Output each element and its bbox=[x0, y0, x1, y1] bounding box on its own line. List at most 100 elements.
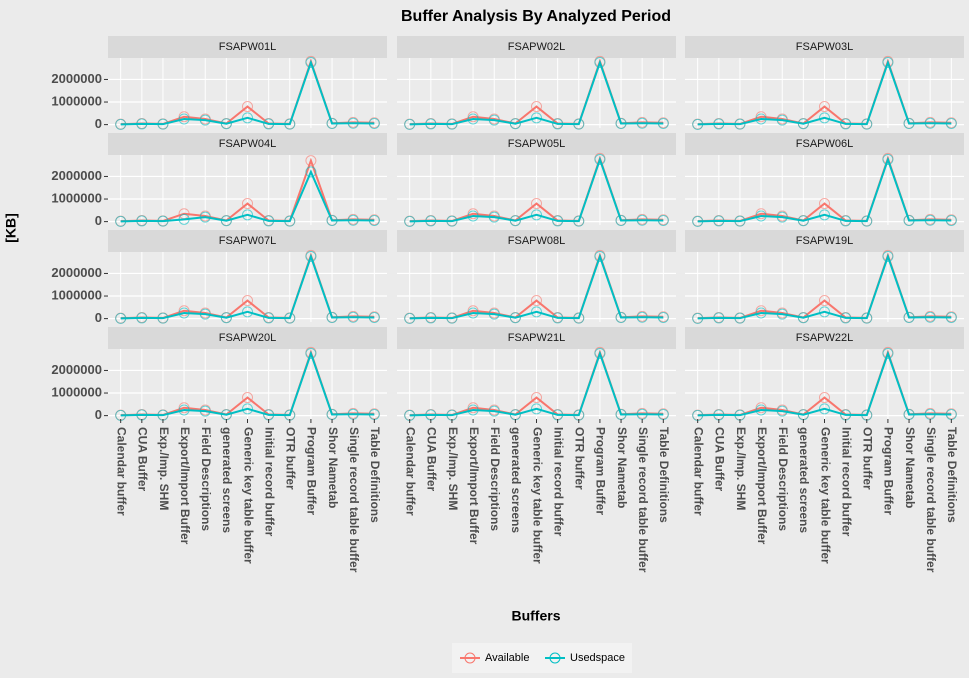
x-tick-label: Initial record buffer bbox=[839, 427, 853, 537]
series-line bbox=[697, 156, 952, 223]
point bbox=[199, 308, 211, 320]
point bbox=[713, 312, 725, 324]
point bbox=[199, 405, 211, 417]
x-tick-label: Export/Import Buffer bbox=[178, 427, 192, 545]
point bbox=[797, 312, 809, 324]
point bbox=[220, 215, 232, 227]
strip bbox=[685, 327, 964, 349]
point bbox=[755, 307, 767, 319]
facet-title: FSAPW08L bbox=[508, 235, 565, 247]
x-tick-label: Shor Nametab bbox=[326, 427, 340, 508]
x-tick-label: Field Descriptions bbox=[776, 427, 790, 531]
point bbox=[924, 117, 936, 129]
point bbox=[861, 215, 873, 227]
point bbox=[284, 312, 296, 324]
point bbox=[573, 312, 585, 324]
point bbox=[242, 306, 253, 318]
x-tick-label: Calendar buffer bbox=[115, 427, 129, 516]
y-tick-label: 1000000 bbox=[51, 93, 102, 108]
point bbox=[713, 118, 725, 130]
point bbox=[776, 405, 788, 417]
point bbox=[347, 311, 359, 323]
point bbox=[242, 101, 253, 113]
point bbox=[199, 114, 211, 126]
point bbox=[945, 311, 957, 323]
point bbox=[467, 210, 479, 222]
point bbox=[594, 348, 606, 360]
x-tick-label: CUA Buffer bbox=[713, 427, 727, 492]
point bbox=[776, 308, 788, 320]
y-tick-label: 2000000 bbox=[51, 265, 102, 280]
point bbox=[882, 57, 894, 69]
point bbox=[819, 306, 830, 318]
point bbox=[305, 57, 317, 69]
point bbox=[903, 117, 915, 129]
point bbox=[326, 311, 338, 323]
point bbox=[284, 215, 296, 227]
point bbox=[157, 312, 169, 324]
point bbox=[136, 312, 148, 324]
point bbox=[657, 117, 669, 129]
point bbox=[636, 117, 648, 129]
point bbox=[488, 308, 500, 320]
point bbox=[136, 215, 148, 227]
point bbox=[404, 312, 416, 324]
series-line bbox=[697, 253, 952, 320]
x-tick-label: Calendar buffer bbox=[692, 427, 706, 516]
series-line bbox=[409, 59, 664, 126]
point bbox=[305, 251, 317, 263]
y-tick-label: 2000000 bbox=[51, 71, 102, 86]
facet-title: FSAPW05L bbox=[508, 138, 565, 150]
point bbox=[861, 312, 873, 324]
point bbox=[594, 154, 606, 166]
facet-title: FSAPW02L bbox=[508, 41, 565, 53]
point bbox=[692, 118, 704, 130]
x-tick-label: Program Buffer bbox=[882, 427, 896, 515]
facet-title: FSAPW20L bbox=[219, 332, 276, 344]
point bbox=[594, 57, 606, 69]
x-tick-label: Calendar buffer bbox=[404, 427, 418, 516]
point bbox=[157, 118, 169, 130]
point bbox=[573, 215, 585, 227]
point bbox=[776, 211, 788, 223]
chart-title: Buffer Analysis By Analyzed Period bbox=[401, 8, 671, 25]
series-line bbox=[120, 253, 375, 320]
point bbox=[347, 214, 359, 226]
x-tick-label: Exp./Imp. SHM bbox=[157, 427, 171, 510]
point bbox=[178, 307, 190, 319]
y-tick-label: 0 bbox=[95, 116, 102, 131]
point bbox=[819, 392, 830, 404]
point bbox=[242, 112, 253, 124]
point bbox=[903, 214, 915, 226]
point bbox=[488, 114, 500, 126]
point bbox=[425, 215, 437, 227]
point bbox=[692, 215, 704, 227]
facet-title: FSAPW07L bbox=[219, 235, 276, 247]
legend-label: Usedspace bbox=[570, 652, 625, 664]
x-tick-label: Export/Import Buffer bbox=[467, 427, 481, 545]
point bbox=[446, 312, 458, 324]
point bbox=[819, 403, 830, 415]
y-tick-label: 0 bbox=[95, 407, 102, 422]
strip bbox=[685, 36, 964, 58]
point bbox=[467, 113, 479, 125]
legend-swatch bbox=[549, 652, 561, 664]
point bbox=[488, 405, 500, 417]
point bbox=[840, 312, 852, 324]
x-tick-label: Shor Nametab bbox=[903, 427, 917, 508]
point bbox=[305, 166, 317, 178]
point bbox=[446, 118, 458, 130]
point bbox=[115, 118, 127, 130]
x-tick-label: CUA Buffer bbox=[136, 427, 150, 492]
point bbox=[404, 215, 416, 227]
series-line bbox=[697, 350, 952, 417]
x-tick-label: Field Descriptions bbox=[199, 427, 213, 531]
y-tick-label: 1000000 bbox=[51, 190, 102, 205]
point bbox=[531, 392, 542, 404]
y-tick-label: 2000000 bbox=[51, 362, 102, 377]
point bbox=[263, 215, 275, 227]
point bbox=[636, 311, 648, 323]
point bbox=[552, 312, 564, 324]
point bbox=[531, 403, 542, 415]
